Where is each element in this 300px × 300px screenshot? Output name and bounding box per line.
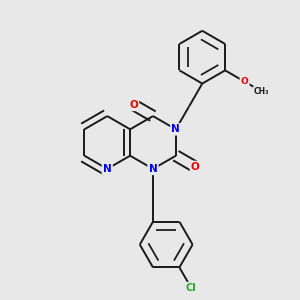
- Text: O: O: [241, 77, 248, 86]
- Text: N: N: [172, 124, 180, 134]
- Text: N: N: [148, 164, 158, 174]
- Text: Cl: Cl: [186, 283, 197, 293]
- Text: N: N: [103, 164, 112, 174]
- Text: O: O: [191, 162, 200, 172]
- Text: CH₃: CH₃: [254, 87, 269, 96]
- Text: O: O: [129, 100, 138, 110]
